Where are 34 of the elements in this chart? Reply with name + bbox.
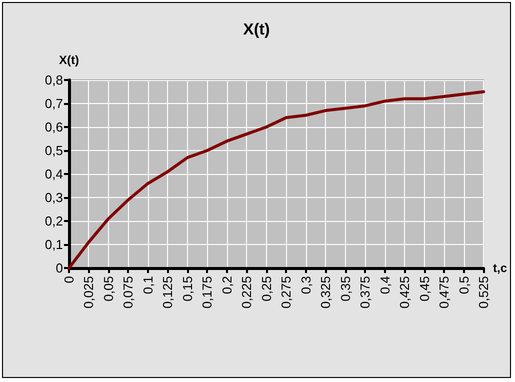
x-tick-label: 0,025 bbox=[81, 276, 96, 309]
y-tick-label: 0,2 bbox=[44, 214, 63, 228]
x-tick-label: 0,175 bbox=[200, 276, 215, 309]
y-tick-label: 0,6 bbox=[44, 120, 63, 134]
x-tick-label: 0,45 bbox=[416, 276, 432, 302]
x-tick-label: 0,425 bbox=[397, 276, 412, 309]
y-tick-label: 0,1 bbox=[44, 237, 63, 252]
x-tick-label: 0,125 bbox=[160, 276, 176, 309]
x-tick-label: 0,075 bbox=[120, 276, 136, 309]
x-tick-label: 0,25 bbox=[258, 276, 274, 302]
y-tick-label: 0,3 bbox=[44, 190, 63, 205]
x-tick-label: 0,225 bbox=[239, 276, 254, 309]
y-tick-label: 0,5 bbox=[44, 143, 63, 158]
y-tick-label: 0,8 bbox=[44, 72, 63, 88]
x-tick-label: 0 bbox=[62, 276, 76, 284]
x-tick-label: 0,525 bbox=[476, 276, 492, 309]
x-tick-label: 0,35 bbox=[338, 276, 353, 302]
y-tick-label: 0,4 bbox=[44, 166, 63, 182]
chart-title: X(t) bbox=[243, 22, 270, 38]
x-tick-label: 0,325 bbox=[318, 276, 334, 309]
x-tick-label: 0,1 bbox=[140, 276, 156, 294]
y-tick-label: 0 bbox=[56, 260, 63, 276]
x-tick-label: 0,15 bbox=[180, 276, 195, 302]
x-tick-label: 0,2 bbox=[219, 276, 234, 294]
x-tick-label: 0,275 bbox=[278, 276, 294, 309]
x-tick-label: 0,05 bbox=[100, 276, 116, 302]
y-tick-label: 0,7 bbox=[44, 96, 63, 111]
x-tick-label: 0,3 bbox=[298, 276, 314, 294]
x-tick-label: 0,475 bbox=[436, 276, 452, 309]
x-axis-title: t,c bbox=[492, 261, 508, 275]
x-tick-label: 0,375 bbox=[358, 276, 373, 309]
x-tick-label: 0,5 bbox=[456, 276, 472, 294]
y-axis-title: X(t) bbox=[59, 53, 79, 67]
x-tick-label: 0,4 bbox=[377, 276, 392, 294]
